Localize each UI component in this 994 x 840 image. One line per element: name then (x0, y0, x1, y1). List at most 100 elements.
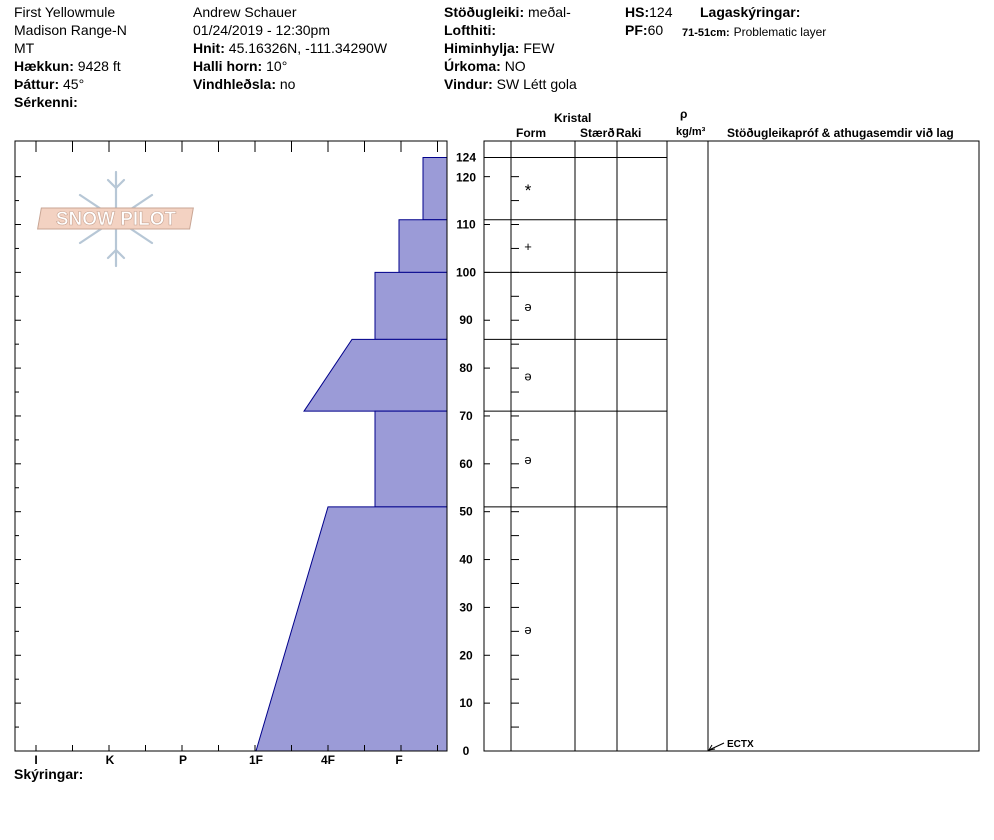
grain-symbol: + (524, 239, 532, 254)
stability-row: Stöðugleiki: meðal- (444, 4, 571, 20)
grain-symbol: ə (524, 452, 531, 467)
grain-symbol: ə (524, 368, 531, 383)
wind-value: SW Létt gola (496, 76, 577, 92)
elevation-row: Hækkun: 9428 ft (14, 58, 121, 74)
sky-value: FEW (523, 40, 555, 56)
sky-row: Himinhylja: FEW (444, 40, 554, 56)
logo-text: SNOW PILOT (56, 209, 177, 230)
pf-value: 60 (647, 22, 664, 38)
depth-label-120: 120 (456, 171, 476, 185)
elevation-value: 9428 ft (77, 58, 121, 74)
size-header: Stærð (580, 126, 615, 140)
grain-form-symbols: * + ə ə ə ə (524, 181, 532, 637)
depth-label-60: 60 (459, 457, 473, 471)
test-label: ECTX (727, 739, 754, 750)
form-header: Form (516, 126, 546, 140)
hardness-label-P: P (179, 753, 187, 767)
depth-label-50: 50 (459, 505, 473, 519)
hardness-label-I: I (34, 753, 37, 767)
layer-note-text: Problematic layer (733, 25, 827, 39)
hardness-profile (255, 157, 448, 752)
pf-row: PF:60 (625, 22, 663, 38)
depth-label-80: 80 (459, 361, 473, 375)
coords-label: Hnit: (193, 40, 225, 56)
hs-label: HS: (625, 4, 650, 20)
crystal-table-frame (483, 140, 980, 752)
hardness-left-ticks (15, 176, 21, 728)
depth-label-70: 70 (459, 409, 473, 423)
aspect-label: Þáttur: (14, 76, 60, 92)
grain-symbol: ə (524, 622, 531, 637)
layer-notes-label: Lagaskýringar: (700, 4, 801, 20)
wind-loading-label: Vindhleðsla: (193, 76, 276, 92)
hardness-plot-frame (14, 140, 448, 752)
hardness-label-1F: 1F (249, 753, 263, 767)
hardness-label-F: F (395, 753, 402, 767)
depth-label-110: 110 (456, 218, 476, 232)
slope-value: 10° (266, 58, 288, 74)
depth-label-124: 124 (456, 151, 476, 165)
wind-loading-row: Vindhleðsla: no (193, 76, 295, 92)
depth-label-100: 100 (456, 265, 476, 279)
tests-header: Stöðugleikapróf & athugasemdir við lag (727, 126, 954, 140)
layer-note: 71-51cm: Problematic layer (682, 23, 826, 41)
range-name: Madison Range-N (14, 22, 127, 38)
depth-label-40: 40 (459, 553, 473, 567)
hs-row: HS:124 (625, 4, 672, 20)
observation-datetime: 01/24/2019 - 12:30pm (193, 22, 330, 38)
snowpilot-logo: SNOW PILOT (37, 170, 194, 268)
wind-label: Vindur: (444, 76, 493, 92)
wind-row: Vindur: SW Létt gola (444, 76, 577, 92)
precip-label: Úrkoma: (444, 58, 501, 74)
wind-loading-value: no (279, 76, 296, 92)
hardness-layer-5 (374, 410, 448, 508)
density-unit-header: kg/m³ (676, 126, 706, 138)
depth-label-30: 30 (459, 600, 473, 614)
location-name: First Yellowmule (14, 4, 116, 20)
elevation-label: Hækkun: (14, 58, 74, 74)
table-depth-ticks (511, 176, 519, 728)
specifics-label: Sérkenni: (14, 94, 78, 110)
pf-label: PF: (625, 22, 648, 38)
notes-label: Skýringar: (14, 766, 84, 782)
hardness-axis-labels: I K P 1F 4F F (34, 753, 402, 767)
slope-label: Halli horn: (193, 58, 263, 74)
coords-value: 45.16326N, -111.34290W (228, 40, 388, 56)
slope-row: Halli horn: 10° (193, 58, 287, 74)
grain-symbol: * (525, 181, 532, 200)
grain-symbol: ə (524, 299, 531, 314)
depth-axis: 0 10 20 30 40 50 60 70 80 90 100 110 120 124 (456, 151, 490, 758)
rho-header: ρ (680, 107, 688, 121)
hardness-label-K: K (106, 753, 115, 767)
stability-tests: ECTX (708, 739, 754, 751)
depth-label-10: 10 (459, 696, 473, 710)
test-arrow (708, 744, 716, 751)
coords-row: Hnit: 45.16326N, -111.34290W (193, 40, 387, 56)
hardness-layer-3 (374, 271, 448, 340)
kristal-header: Kristal (554, 111, 592, 125)
depth-label-20: 20 (459, 648, 473, 662)
precip-value: NO (504, 58, 526, 74)
aspect-value: 45° (63, 76, 85, 92)
layer-boundaries (484, 157, 667, 508)
hs-value: 124 (649, 4, 673, 20)
hardness-label-4F: 4F (321, 753, 335, 767)
precip-row: Úrkoma: NO (444, 58, 526, 74)
hardness-layer-6 (255, 506, 448, 752)
depth-label-0: 0 (463, 744, 470, 758)
aspect-row: Þáttur: 45° (14, 76, 84, 92)
stability-value: meðal- (528, 4, 571, 20)
hardness-layer-2 (398, 219, 448, 273)
sky-label: Himinhylja: (444, 40, 520, 56)
test-pointer (708, 742, 725, 751)
stability-label: Stöðugleiki: (444, 4, 525, 20)
hardness-layer-1 (422, 157, 448, 221)
depth-label-90: 90 (459, 313, 473, 327)
hardness-layer-4 (303, 338, 448, 412)
hardness-top-ticks (35, 141, 438, 751)
state-name: MT (14, 40, 35, 56)
air-temp-label: Lofthiti: (444, 22, 497, 38)
layer-note-range: 71-51cm: (682, 27, 730, 39)
moisture-header: Raki (616, 126, 642, 140)
